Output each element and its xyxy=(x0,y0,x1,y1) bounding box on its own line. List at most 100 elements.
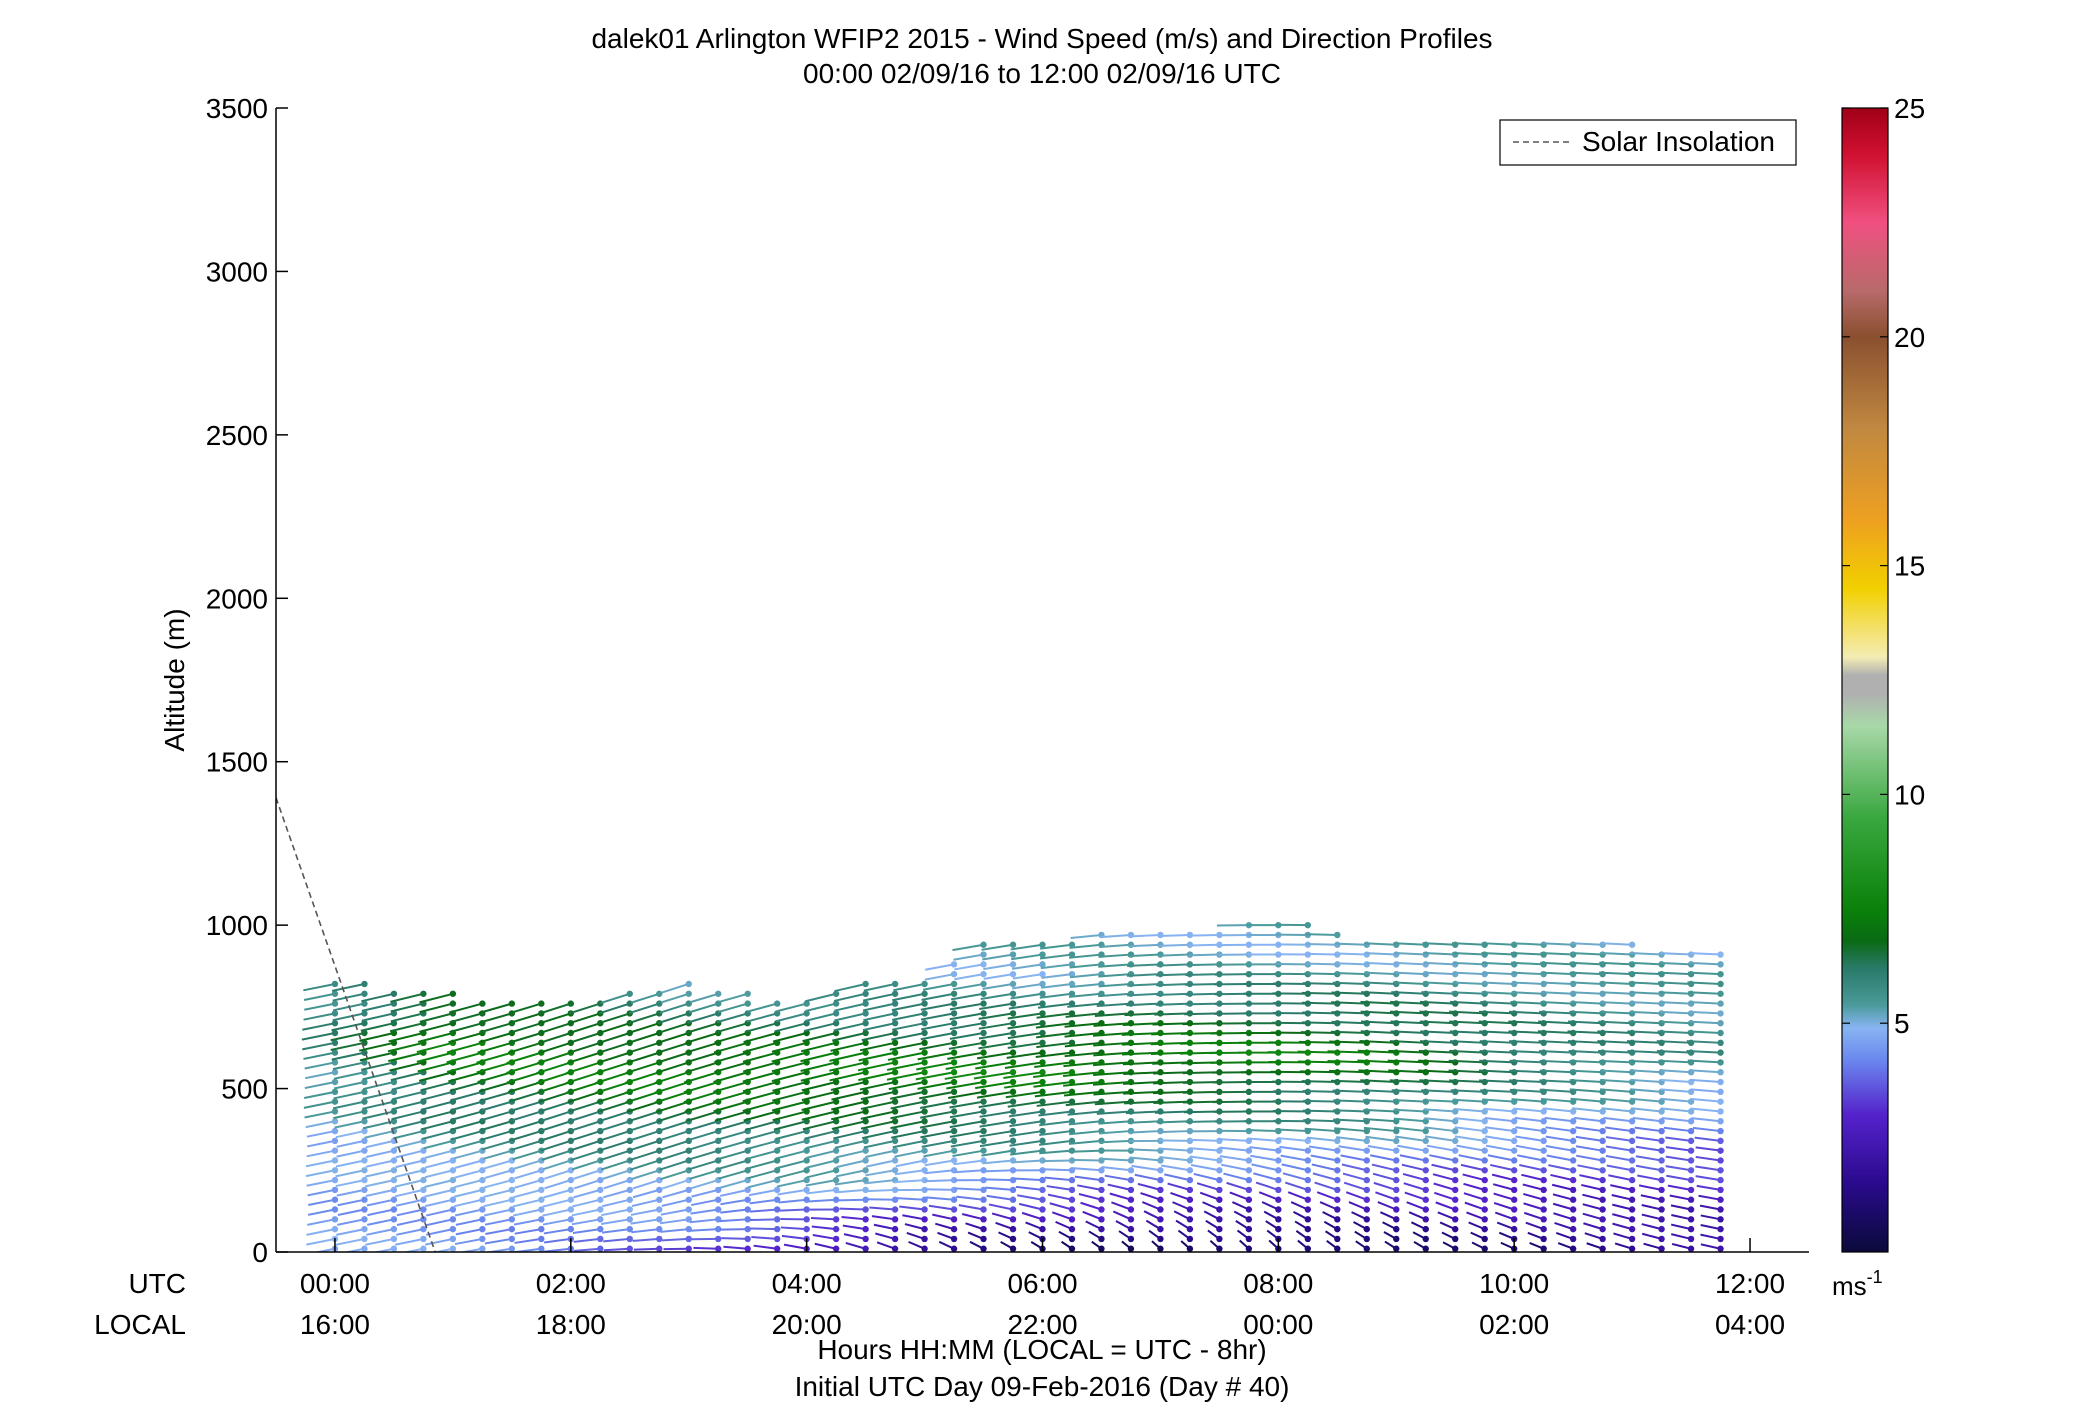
wind-barb-point xyxy=(1599,1216,1606,1223)
wind-barb-point xyxy=(1658,1167,1665,1174)
wind-barb xyxy=(1484,1117,1515,1123)
wind-barb-point xyxy=(331,990,339,997)
wind-barb xyxy=(1489,1163,1515,1172)
wind-barb-point xyxy=(803,1020,810,1027)
wind-barb xyxy=(689,1169,719,1180)
wind-barb xyxy=(659,1159,690,1171)
wind-barb xyxy=(655,1100,690,1114)
wind-barb xyxy=(573,1247,601,1252)
wind-barb-point xyxy=(1717,1098,1724,1105)
wind-barb xyxy=(1099,943,1132,949)
wind-barb xyxy=(1485,1144,1515,1152)
wind-barb-point xyxy=(1481,1225,1488,1233)
wind-barb-point xyxy=(479,1216,486,1223)
wind-barb-point xyxy=(656,1186,663,1194)
wind-barb xyxy=(1513,1107,1544,1113)
wind-barb xyxy=(1451,942,1485,946)
wind-barb-point xyxy=(1687,1147,1695,1154)
wind-barb-point xyxy=(1540,1225,1547,1233)
wind-barb-point xyxy=(1628,1157,1636,1164)
wind-barb xyxy=(831,1032,866,1042)
wind-barb-point xyxy=(1658,1206,1665,1213)
wind-barb xyxy=(1574,1116,1603,1123)
wind-barb xyxy=(540,1120,572,1132)
wind-barb xyxy=(1335,942,1367,946)
wind-barb xyxy=(1334,1127,1367,1133)
wind-barb xyxy=(1094,1012,1132,1017)
wind-barb-point xyxy=(1245,1245,1253,1252)
wind-barb xyxy=(1540,1001,1574,1005)
wind-barb-point xyxy=(1186,1176,1194,1184)
wind-barb-point xyxy=(1540,1176,1547,1184)
wind-barb xyxy=(1626,1040,1662,1044)
wind-barb xyxy=(448,1071,483,1083)
wind-barb-point xyxy=(479,1176,486,1184)
wind-barb-point xyxy=(1363,1157,1370,1164)
wind-barb-point xyxy=(1658,1245,1665,1252)
wind-barb-point xyxy=(1334,1157,1341,1164)
wind-barb xyxy=(1035,1051,1073,1059)
wind-barb xyxy=(567,1012,601,1025)
wind-barb-point xyxy=(1717,1186,1724,1194)
wind-barb xyxy=(1331,991,1367,995)
wind-barb xyxy=(920,1002,955,1011)
wind-barb xyxy=(949,1130,984,1138)
wind-barb xyxy=(365,1237,395,1246)
wind-barb-point xyxy=(1009,1000,1017,1007)
wind-barb-point xyxy=(597,1167,604,1174)
wind-barb-point xyxy=(420,1186,427,1194)
wind-barb-point xyxy=(1363,1245,1370,1252)
wind-barb-point xyxy=(1569,1118,1577,1125)
wind-barb-point xyxy=(1540,1235,1547,1243)
wind-barb-point xyxy=(1334,1137,1341,1145)
wind-barb-point xyxy=(980,970,987,978)
wind-barb xyxy=(365,1159,395,1168)
wind-barb-point xyxy=(803,1206,810,1213)
wind-barb xyxy=(628,1139,660,1152)
wind-barb xyxy=(1312,1172,1338,1182)
wind-barb xyxy=(540,1110,572,1122)
wind-barb xyxy=(1600,1069,1633,1074)
wind-barb xyxy=(1432,1173,1456,1182)
wind-barb-point xyxy=(331,1225,339,1233)
wind-barb-point xyxy=(331,1216,339,1223)
wind-barb xyxy=(305,1169,336,1178)
wind-barb-point xyxy=(862,1088,869,1096)
wind-barb xyxy=(599,1110,631,1123)
wind-barb-point xyxy=(921,990,928,997)
wind-barb-point xyxy=(361,1235,368,1243)
wind-barb xyxy=(1300,1031,1338,1035)
wind-barb-point xyxy=(420,1176,427,1184)
wind-barb-point xyxy=(1569,1176,1577,1184)
wind-barb-point xyxy=(1717,1039,1724,1047)
wind-barb xyxy=(1007,1041,1043,1049)
wind-barb xyxy=(857,1061,896,1072)
wind-barb-point xyxy=(1304,1216,1312,1223)
wind-barb-point xyxy=(1275,1206,1282,1213)
wind-barb xyxy=(420,1120,454,1131)
wind-barb-point xyxy=(1717,1029,1724,1037)
wind-barb xyxy=(894,1169,925,1176)
wind-barb-point xyxy=(479,1225,486,1233)
wind-barb xyxy=(858,1071,896,1082)
wind-barb xyxy=(1107,1183,1132,1191)
wind-barb xyxy=(1544,1116,1574,1123)
wind-barb xyxy=(1279,1145,1308,1152)
wind-barb xyxy=(446,1041,483,1054)
wind-barb xyxy=(1141,1201,1161,1211)
wind-barb xyxy=(603,1188,631,1199)
wind-barb-point xyxy=(803,1157,810,1164)
wind-barb xyxy=(478,1032,513,1044)
wind-barb xyxy=(600,992,631,1004)
wind-barb-point xyxy=(1717,1127,1724,1135)
wind-barb-point xyxy=(891,1235,899,1243)
wind-barb xyxy=(446,1051,483,1064)
wind-barb-point xyxy=(980,1049,987,1056)
wind-barb xyxy=(603,1237,630,1243)
wind-barb-point xyxy=(832,1000,840,1007)
wind-barb xyxy=(1338,1145,1367,1152)
wind-barb-point xyxy=(773,1167,781,1174)
wind-barb-point xyxy=(1393,1206,1400,1213)
wind-barb-point xyxy=(832,1147,840,1154)
